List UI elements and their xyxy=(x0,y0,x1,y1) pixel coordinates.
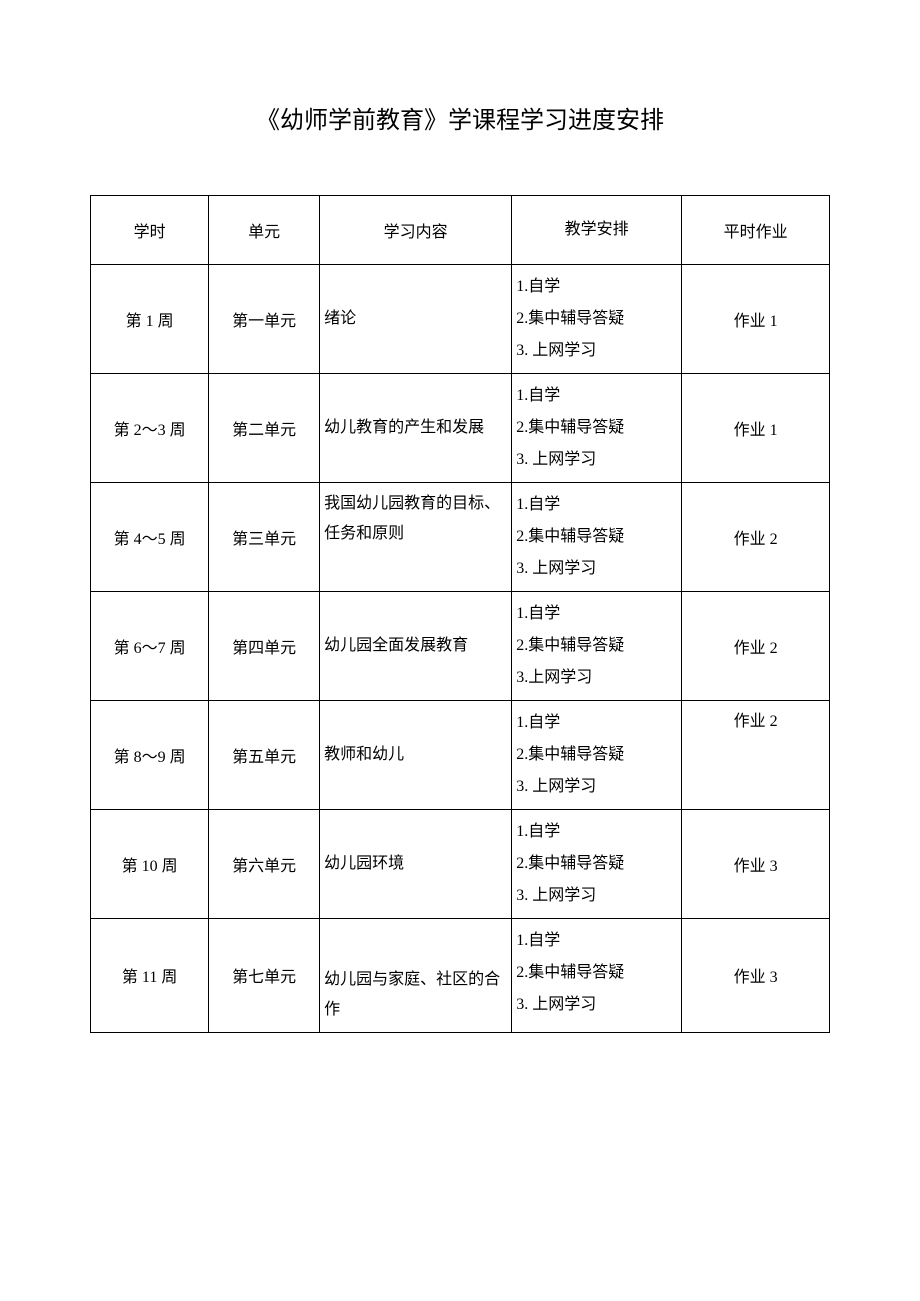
cell-arrange: 1.自学2.集中辅导答疑3. 上网学习 xyxy=(512,701,682,810)
arrange-line: 1.自学 xyxy=(516,816,677,848)
col-header-homework: 平时作业 xyxy=(682,196,830,265)
cell-homework: 作业 3 xyxy=(682,810,830,919)
cell-homework: 作业 2 xyxy=(682,592,830,701)
content-text: 幼儿教育的产生和发展 xyxy=(324,413,507,443)
cell-content: 绪论 xyxy=(320,265,512,374)
arrange-line: 1.自学 xyxy=(516,925,677,957)
arrange-line: 2.集中辅导答疑 xyxy=(516,303,677,335)
cell-homework: 作业 3 xyxy=(682,919,830,1033)
cell-homework: 作业 1 xyxy=(682,374,830,483)
table-row: 第 1 周第一单元绪论1.自学2.集中辅导答疑3. 上网学习作业 1 xyxy=(91,265,830,374)
table-row: 第 4～5 周第三单元我国幼儿园教育的目标、任务和原则1.自学2.集中辅导答疑3… xyxy=(91,483,830,592)
arrange-line: 3. 上网学习 xyxy=(516,880,677,912)
cell-time: 第 1 周 xyxy=(91,265,209,374)
content-text: 教师和幼儿 xyxy=(324,740,507,770)
cell-arrange: 1.自学2.集中辅导答疑3. 上网学习 xyxy=(512,265,682,374)
cell-unit: 第七单元 xyxy=(209,919,320,1033)
cell-time: 第 2～3 周 xyxy=(91,374,209,483)
arrange-line: 1.自学 xyxy=(516,489,677,521)
cell-arrange: 1.自学2.集中辅导答疑3.上网学习 xyxy=(512,592,682,701)
arrange-line: 3.上网学习 xyxy=(516,662,677,694)
cell-unit: 第五单元 xyxy=(209,701,320,810)
content-text: 幼儿园全面发展教育 xyxy=(324,631,507,661)
cell-content: 教师和幼儿 xyxy=(320,701,512,810)
table-row: 第 2～3 周第二单元幼儿教育的产生和发展1.自学2.集中辅导答疑3. 上网学习… xyxy=(91,374,830,483)
col-header-content: 学习内容 xyxy=(320,196,512,265)
cell-time: 第 6～7 周 xyxy=(91,592,209,701)
cell-unit: 第六单元 xyxy=(209,810,320,919)
cell-homework: 作业 2 xyxy=(682,483,830,592)
arrange-line: 2.集中辅导答疑 xyxy=(516,521,677,553)
cell-content: 幼儿教育的产生和发展 xyxy=(320,374,512,483)
cell-arrange: 1.自学2.集中辅导答疑3. 上网学习 xyxy=(512,810,682,919)
content-text: 绪论 xyxy=(324,304,507,334)
table-row: 第 6～7 周第四单元幼儿园全面发展教育1.自学2.集中辅导答疑3.上网学习作业… xyxy=(91,592,830,701)
col-header-time: 学时 xyxy=(91,196,209,265)
arrange-line: 2.集中辅导答疑 xyxy=(516,412,677,444)
cell-homework: 作业 1 xyxy=(682,265,830,374)
schedule-table: 学时 单元 学习内容 教学安排 平时作业 第 1 周第一单元绪论1.自学2.集中… xyxy=(90,195,830,1033)
cell-unit: 第四单元 xyxy=(209,592,320,701)
table-row: 第 11 周第七单元幼儿园与家庭、社区的合作1.自学2.集中辅导答疑3. 上网学… xyxy=(91,919,830,1033)
content-text: 幼儿园与家庭、社区的合作 xyxy=(324,925,507,1026)
arrange-line: 3. 上网学习 xyxy=(516,989,677,1021)
arrange-line: 1.自学 xyxy=(516,380,677,412)
arrange-line: 3. 上网学习 xyxy=(516,335,677,367)
arrange-line: 2.集中辅导答疑 xyxy=(516,630,677,662)
cell-content: 幼儿园环境 xyxy=(320,810,512,919)
page-title: 《幼师学前教育》学课程学习进度安排 xyxy=(90,100,830,135)
cell-unit: 第一单元 xyxy=(209,265,320,374)
arrange-line: 3. 上网学习 xyxy=(516,444,677,476)
cell-time: 第 11 周 xyxy=(91,919,209,1033)
arrange-line: 2.集中辅导答疑 xyxy=(516,957,677,989)
cell-unit: 第二单元 xyxy=(209,374,320,483)
cell-time: 第 10 周 xyxy=(91,810,209,919)
cell-content: 幼儿园全面发展教育 xyxy=(320,592,512,701)
arrange-line: 1.自学 xyxy=(516,707,677,739)
cell-unit: 第三单元 xyxy=(209,483,320,592)
col-header-unit: 单元 xyxy=(209,196,320,265)
table-header-row: 学时 单元 学习内容 教学安排 平时作业 xyxy=(91,196,830,265)
cell-arrange: 1.自学2.集中辅导答疑3. 上网学习 xyxy=(512,374,682,483)
arrange-line: 2.集中辅导答疑 xyxy=(516,739,677,771)
cell-arrange: 1.自学2.集中辅导答疑3. 上网学习 xyxy=(512,483,682,592)
table-row: 第 10 周第六单元幼儿园环境1.自学2.集中辅导答疑3. 上网学习作业 3 xyxy=(91,810,830,919)
cell-arrange: 1.自学2.集中辅导答疑3. 上网学习 xyxy=(512,919,682,1033)
arrange-line: 3. 上网学习 xyxy=(516,771,677,803)
cell-time: 第 4～5 周 xyxy=(91,483,209,592)
table-row: 第 8～9 周第五单元教师和幼儿1.自学2.集中辅导答疑3. 上网学习作业 2 xyxy=(91,701,830,810)
col-header-arrange: 教学安排 xyxy=(512,196,682,265)
cell-time: 第 8～9 周 xyxy=(91,701,209,810)
arrange-line: 1.自学 xyxy=(516,271,677,303)
cell-homework: 作业 2 xyxy=(682,701,830,810)
cell-content: 我国幼儿园教育的目标、任务和原则 xyxy=(320,483,512,592)
cell-content: 幼儿园与家庭、社区的合作 xyxy=(320,919,512,1033)
content-text: 我国幼儿园教育的目标、任务和原则 xyxy=(324,489,507,550)
content-text: 幼儿园环境 xyxy=(324,849,507,879)
arrange-line: 3. 上网学习 xyxy=(516,553,677,585)
arrange-line: 1.自学 xyxy=(516,598,677,630)
arrange-line: 2.集中辅导答疑 xyxy=(516,848,677,880)
